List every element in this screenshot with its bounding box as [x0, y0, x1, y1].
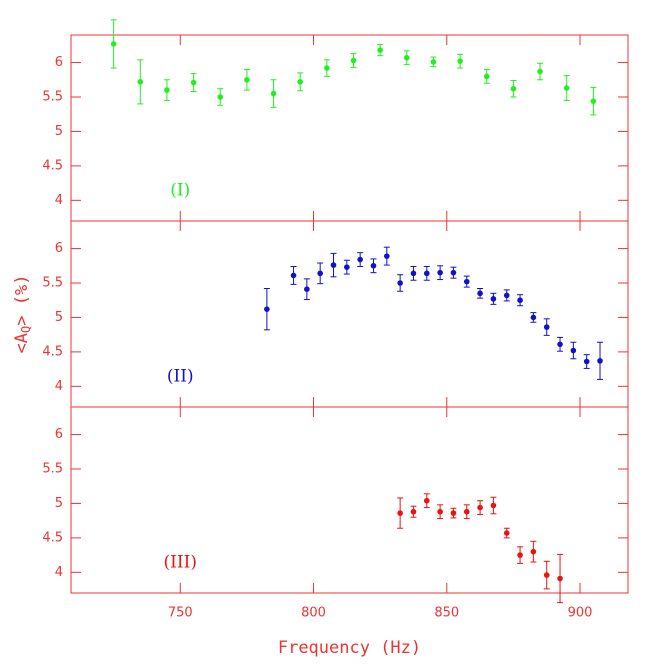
point	[463, 508, 470, 515]
x-tick-label: 800	[301, 606, 326, 621]
point	[270, 90, 277, 97]
point	[410, 508, 417, 515]
point	[244, 76, 250, 83]
y-tick-label: 4.5	[42, 344, 63, 359]
y-tick-label: 5	[55, 124, 63, 139]
point	[423, 270, 430, 277]
y-tick-label: 6	[55, 427, 63, 442]
point	[517, 552, 523, 558]
y-tick-label: 4	[55, 379, 63, 394]
point	[483, 73, 490, 80]
point	[403, 54, 410, 61]
point	[290, 272, 297, 279]
point	[430, 59, 437, 65]
y-label-text: <A	[12, 333, 32, 353]
panel-label: (I)	[170, 181, 190, 201]
point	[510, 85, 517, 92]
point	[557, 341, 563, 348]
point	[297, 79, 303, 85]
point	[503, 530, 510, 536]
point	[217, 94, 224, 100]
y-tick-label: 4.5	[42, 158, 63, 173]
panel-label: (III)	[164, 553, 197, 573]
point	[437, 508, 443, 515]
point	[350, 57, 357, 64]
point	[137, 79, 144, 85]
point	[264, 306, 270, 312]
point	[503, 292, 510, 299]
point	[463, 278, 470, 285]
y-tick-label: 6	[55, 55, 63, 70]
panel-frame	[70, 34, 629, 222]
y-label-sub: Q	[19, 326, 33, 333]
point	[537, 68, 543, 75]
point	[423, 497, 430, 504]
point	[377, 47, 383, 53]
point	[370, 262, 377, 269]
point	[563, 85, 570, 91]
point	[317, 270, 323, 277]
point	[530, 548, 537, 555]
y-tick-label: 4	[55, 565, 63, 580]
point	[570, 347, 577, 354]
point	[490, 502, 497, 509]
point	[597, 358, 603, 364]
x-tick-label: 850	[434, 606, 459, 621]
point	[457, 58, 463, 64]
y-tick-label: 5.5	[42, 276, 63, 291]
y-tick-label: 5.5	[42, 462, 63, 477]
point	[437, 269, 443, 276]
x-tick-label: 900	[568, 606, 593, 621]
point	[324, 65, 330, 71]
point	[397, 510, 403, 516]
point	[543, 572, 550, 578]
panel-label: (II)	[167, 367, 194, 387]
point	[110, 41, 117, 47]
point	[557, 575, 563, 582]
point	[490, 296, 497, 302]
point	[384, 253, 390, 259]
point	[357, 256, 363, 263]
point	[517, 297, 523, 304]
y-tick-label: 5	[55, 496, 63, 511]
point	[164, 87, 170, 93]
y-label-suffix: > (%)	[12, 275, 32, 326]
y-tick-label: 5.5	[42, 90, 63, 105]
point	[530, 314, 537, 321]
point	[543, 324, 550, 330]
y-axis-label: <AQ> (%)	[12, 275, 33, 354]
point	[190, 79, 197, 86]
panel-frame	[70, 406, 629, 594]
point	[330, 262, 337, 268]
point	[477, 290, 483, 297]
y-tick-label: 5	[55, 310, 63, 325]
point	[304, 286, 310, 293]
point	[477, 504, 483, 511]
x-axis-label: Frequency (Hz)	[278, 638, 421, 658]
point	[344, 264, 350, 270]
point	[583, 358, 590, 365]
point	[590, 98, 597, 104]
y-tick-label: 6	[55, 241, 63, 256]
y-tick-label: 4	[55, 193, 63, 208]
y-tick-label: 4.5	[42, 530, 63, 545]
point	[450, 510, 457, 516]
point	[410, 270, 417, 277]
point	[450, 269, 457, 276]
point	[397, 280, 403, 286]
x-tick-label: 750	[168, 606, 193, 621]
panel-frame	[70, 220, 629, 408]
